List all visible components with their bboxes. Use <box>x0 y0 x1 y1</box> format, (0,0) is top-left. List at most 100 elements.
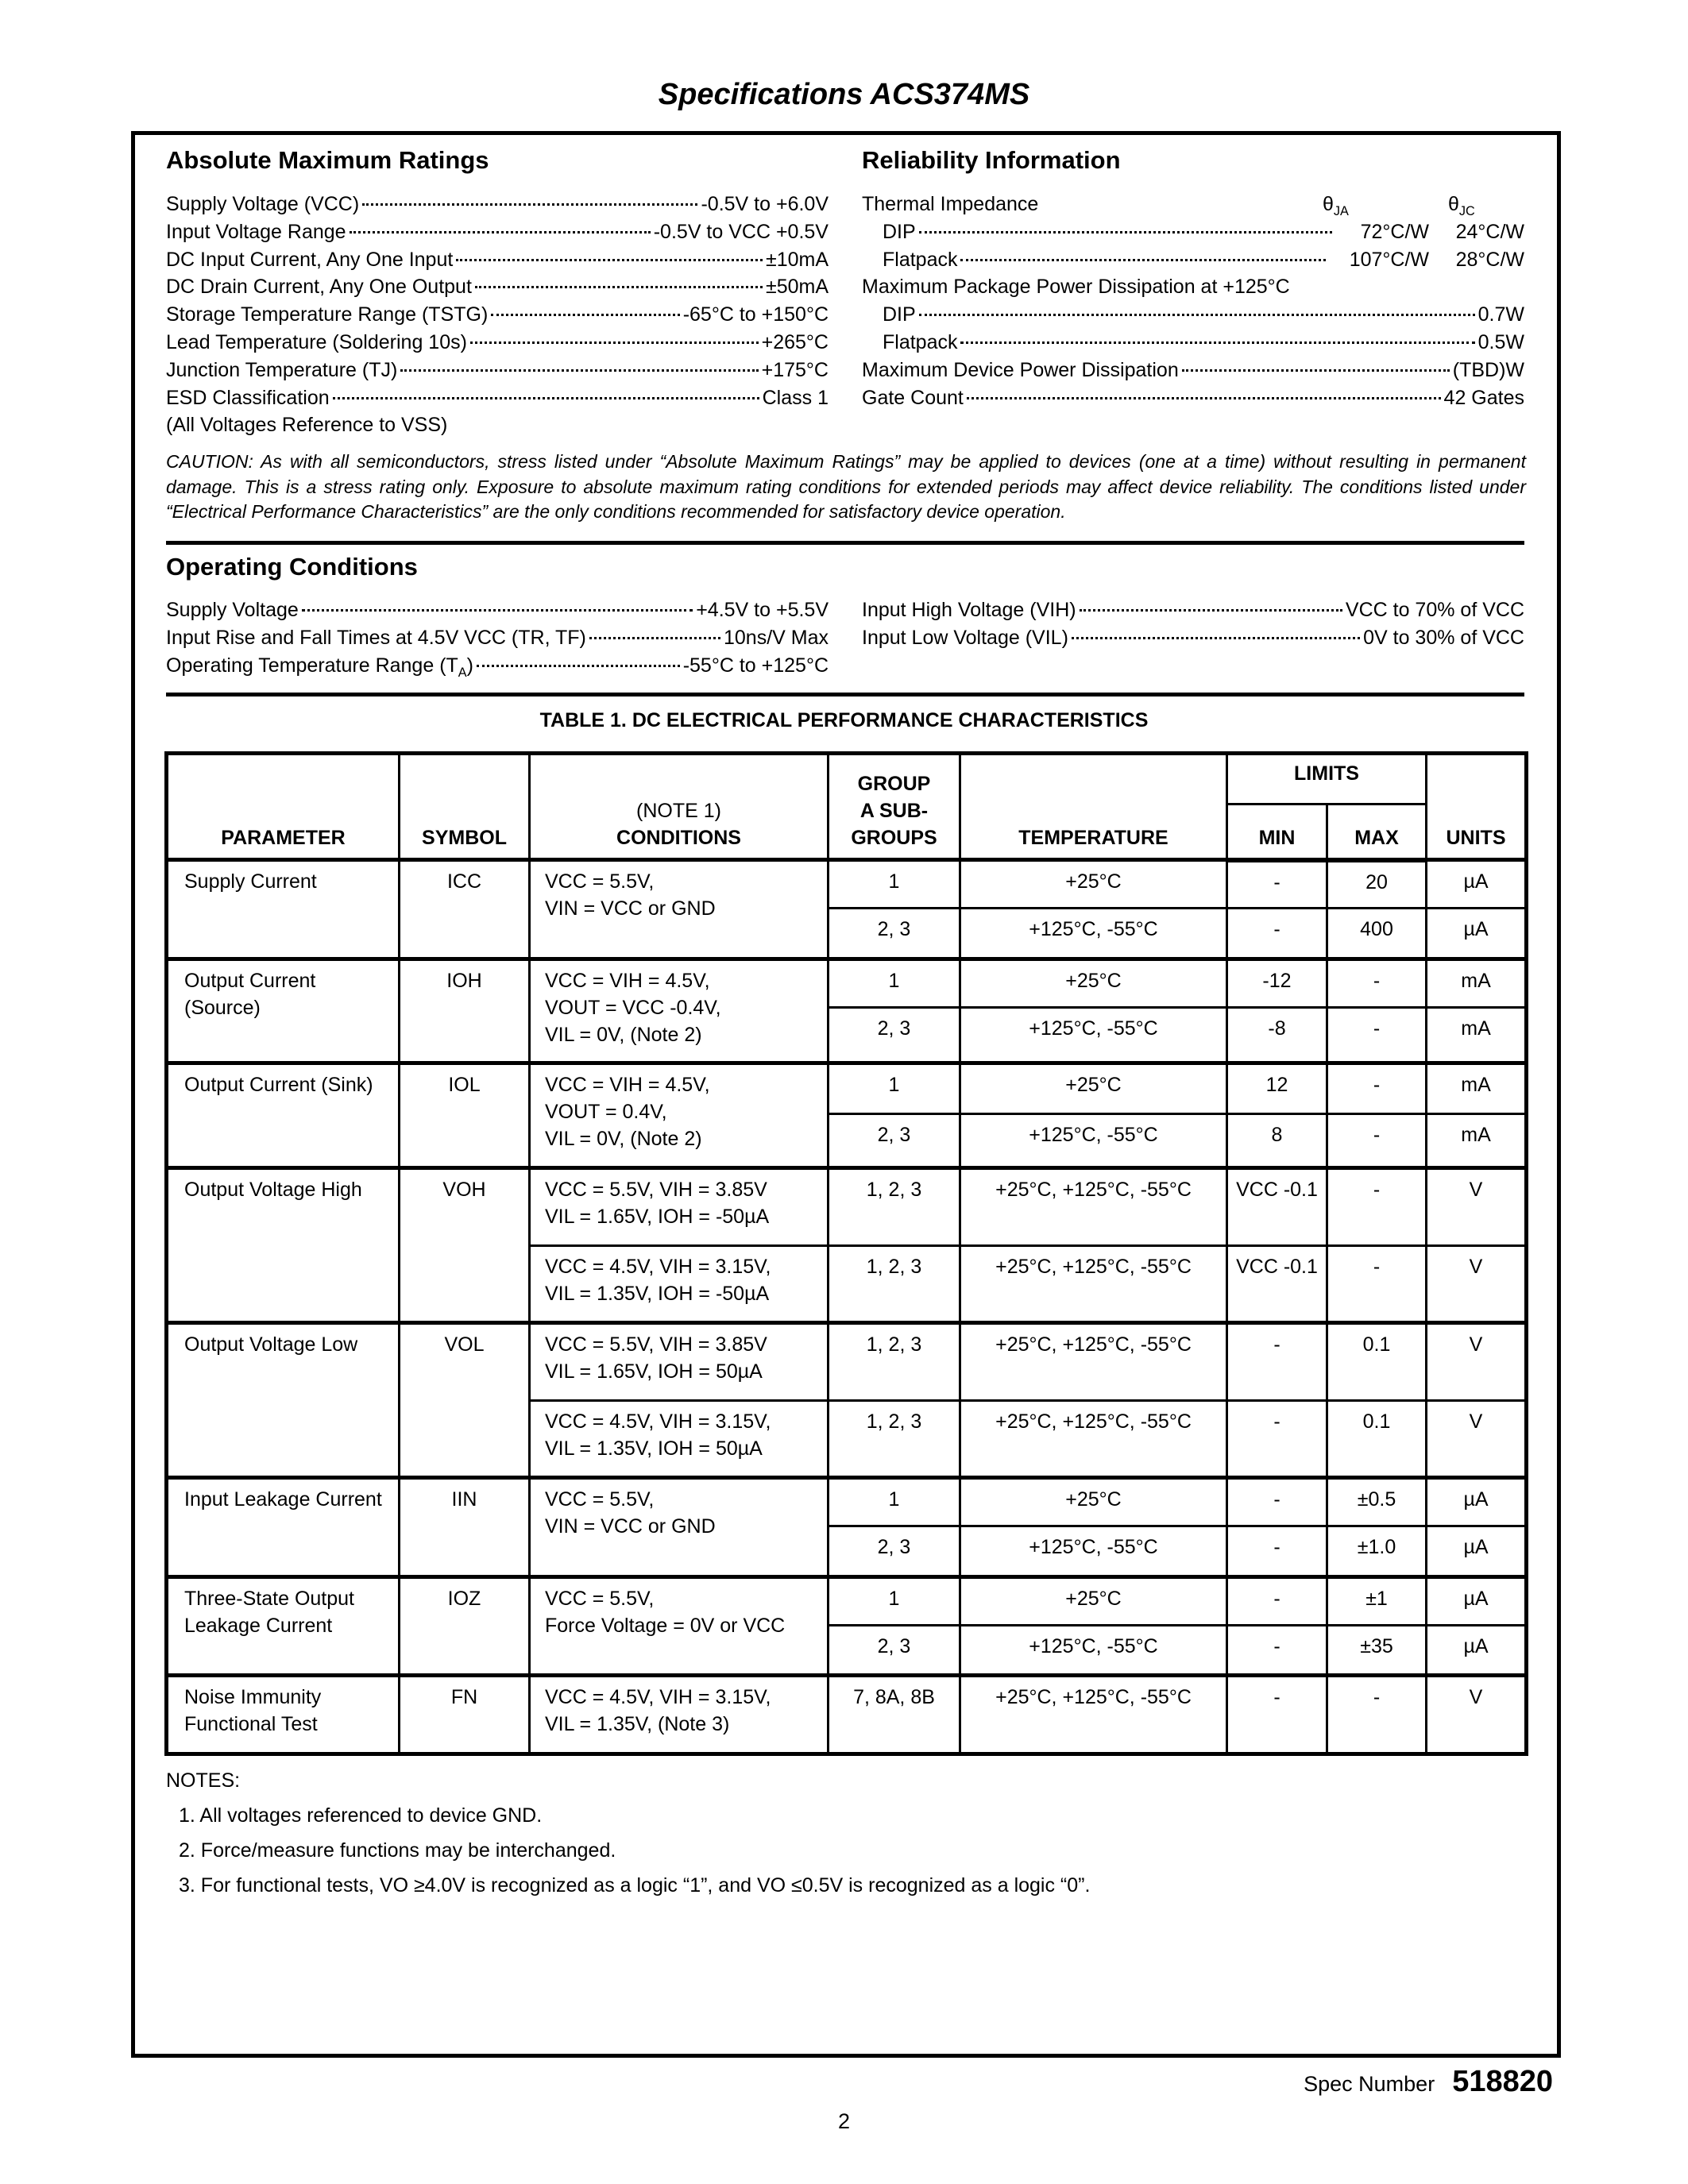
cell-symbol: VOL <box>398 1321 531 1479</box>
dot-leader <box>301 609 693 612</box>
abs-max-list: Supply Voltage (VCC) -0.5V to +6.0V Input … <box>166 191 829 439</box>
dot-leader <box>456 258 763 261</box>
dot-leader <box>332 396 759 399</box>
dot-leader <box>476 664 680 667</box>
op-label: Input Low Voltage (VIL) <box>862 626 1068 649</box>
spec-number-label: Spec Number <box>1304 2072 1435 2096</box>
cell-temperature: +125°C, -55°C <box>959 1113 1228 1169</box>
cell-symbol: FN <box>398 1673 531 1755</box>
thermal-impedance-label: Thermal Impedance <box>862 193 1039 215</box>
cell-temperature: +125°C, -55°C <box>959 1006 1228 1064</box>
cell-parameter: Input Leakage Current <box>165 1476 400 1578</box>
cell-conditions: VCC = 4.5V, VIH = 3.15V, VIL = 1.35V, (N… <box>528 1673 829 1755</box>
cell-units: V <box>1425 1321 1528 1402</box>
cell-max: ±1.0 <box>1326 1525 1427 1578</box>
header-max: MAX <box>1326 803 1427 862</box>
op-value: VCC to 70% of VCC <box>1345 599 1524 621</box>
table-title: TABLE 1. DC ELECTRICAL PERFORMANCE CHARA… <box>539 709 1149 731</box>
table-row: Supply Current ICC VCC = 5.5V, VIN = VCC o… <box>165 858 1528 960</box>
cell-min: - <box>1226 1321 1328 1402</box>
dot-leader <box>918 314 1475 317</box>
cell-units: V <box>1425 1244 1528 1324</box>
cell-symbol: VOH <box>398 1166 531 1324</box>
dot-leader <box>469 341 759 344</box>
thermal-label: Flatpack <box>883 248 958 271</box>
op-row: Input Low Voltage (VIL) 0V to 30% of VCC <box>862 624 1524 652</box>
dot-leader <box>589 636 720 639</box>
spec-row: DIP 0.7W <box>862 301 1524 329</box>
header-group-l3: GROUPS <box>851 827 937 849</box>
thermal-label: DIP <box>883 220 916 243</box>
cell-min: -12 <box>1226 957 1328 1009</box>
header-temperature: TEMPERATURE <box>959 752 1228 861</box>
cell-conditions: VCC = 4.5V, VIH = 3.15V, VIL = 1.35V, IO… <box>528 1244 829 1324</box>
spec-label: DIP <box>883 303 916 326</box>
dot-leader <box>491 314 680 317</box>
spec-row: ESD Classification Class 1 <box>166 384 829 412</box>
cell-parameter: Output Voltage Low <box>165 1321 400 1479</box>
cell-group: 1 <box>827 1575 961 1626</box>
cell-units: µA <box>1425 1624 1528 1677</box>
cell-symbol: ICC <box>398 858 531 960</box>
cell-min: 8 <box>1226 1113 1328 1169</box>
operating-heading: Operating Conditions <box>166 553 418 581</box>
cell-group: 1 <box>827 1061 961 1115</box>
cell-units: V <box>1425 1166 1528 1247</box>
theta-ja-header: θJA <box>1323 191 1349 226</box>
spec-label: Lead Temperature (Soldering 10s) <box>166 330 467 353</box>
dot-leader <box>1071 636 1361 639</box>
cell-max: ±35 <box>1326 1624 1427 1677</box>
spec-label: Supply Voltage (VCC) <box>166 193 360 215</box>
cell-max: - <box>1326 1061 1427 1115</box>
cell-group: 1 <box>827 957 961 1009</box>
cell-temperature: +125°C, -55°C <box>959 907 1228 960</box>
device-power-value: (TBD)W <box>1452 358 1524 381</box>
table-row: Output Voltage Low VOL VCC = 5.5V, VIH = 3… <box>165 1321 1528 1479</box>
cell-min: VCC -0.1 <box>1226 1166 1328 1247</box>
cell-group: 1 <box>827 1476 961 1527</box>
header-group: GROUP A SUB- GROUPS <box>827 752 961 861</box>
note-item: 2. Force/measure functions may be interc… <box>179 1839 616 1862</box>
spec-label: Flatpack <box>883 330 958 353</box>
device-power-label: Maximum Device Power Dissipation <box>862 358 1179 381</box>
cell-temperature: +25°C, +125°C, -55°C <box>959 1321 1228 1402</box>
cell-temperature: +25°C <box>959 957 1228 1009</box>
theta-symbol: θ <box>1448 193 1459 215</box>
cell-parameter: Supply Current <box>165 858 400 960</box>
cell-parameter: Three-State Output Leakage Current <box>165 1575 400 1677</box>
cell-temperature: +25°C, +125°C, -55°C <box>959 1673 1228 1755</box>
cell-min: - <box>1226 1673 1328 1755</box>
spec-row: Supply Voltage (VCC) -0.5V to +6.0V <box>166 191 829 218</box>
divider <box>166 541 1524 545</box>
cell-max: 20 <box>1326 858 1427 909</box>
spec-value: +175°C <box>761 358 829 381</box>
cell-temperature: +25°C, +125°C, -55°C <box>959 1166 1228 1247</box>
cell-units: V <box>1425 1399 1528 1479</box>
spec-row: DC Drain Current, Any One Output ±50mA <box>166 273 829 301</box>
cell-parameter: Output Voltage High <box>165 1166 400 1324</box>
cell-units: µA <box>1425 1476 1528 1527</box>
cell-max: 0.1 <box>1326 1321 1427 1402</box>
table-row: Input Leakage Current IIN VCC = 5.5V, VIN … <box>165 1476 1528 1578</box>
header-parameter: PARAMETER <box>165 752 400 861</box>
header-conditions: (NOTE 1) CONDITIONS <box>528 752 829 861</box>
dot-leader <box>362 203 698 206</box>
dot-leader <box>1181 369 1450 372</box>
op-row: Supply Voltage +4.5V to +5.5V <box>166 596 829 624</box>
cell-max: - <box>1326 1166 1427 1247</box>
spec-value: -0.5V to VCC +0.5V <box>653 220 829 243</box>
dot-leader <box>918 230 1332 233</box>
dot-leader <box>1079 609 1342 612</box>
cell-units: mA <box>1425 1006 1528 1064</box>
dot-leader <box>400 369 759 372</box>
table-row: Output Current (Source) IOH VCC = VIH = 4.… <box>165 957 1528 1064</box>
spec-label: Storage Temperature Range (TSTG) <box>166 303 489 326</box>
table-row: 2, 3 +125°C, -55°C - ±35 µA <box>167 1624 1528 1677</box>
op-label-text: Operating Temperature Range (T <box>166 654 458 677</box>
cell-units: mA <box>1425 1113 1528 1169</box>
cell-parameter: Output Current (Source) <box>165 957 400 1064</box>
dc-characteristics-table: PARAMETER SYMBOL (NOTE 1) CONDITIONS GROU… <box>164 751 1528 1756</box>
spec-row: Lead Temperature (Soldering 10s) +265°C <box>166 329 829 357</box>
cell-max: 400 <box>1326 907 1427 960</box>
jc-subscript: JC <box>1458 204 1475 218</box>
